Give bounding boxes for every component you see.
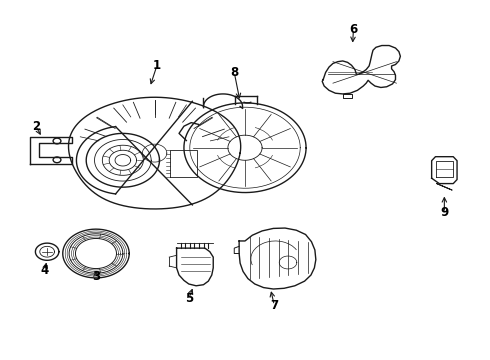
Text: 2: 2 xyxy=(32,120,40,133)
Text: 8: 8 xyxy=(230,66,238,79)
Text: 4: 4 xyxy=(41,264,49,277)
Text: 5: 5 xyxy=(185,292,193,305)
Text: 1: 1 xyxy=(153,59,161,72)
Text: 7: 7 xyxy=(270,299,278,312)
Text: 3: 3 xyxy=(92,270,100,283)
Text: 9: 9 xyxy=(440,207,448,220)
Text: 6: 6 xyxy=(349,23,358,36)
